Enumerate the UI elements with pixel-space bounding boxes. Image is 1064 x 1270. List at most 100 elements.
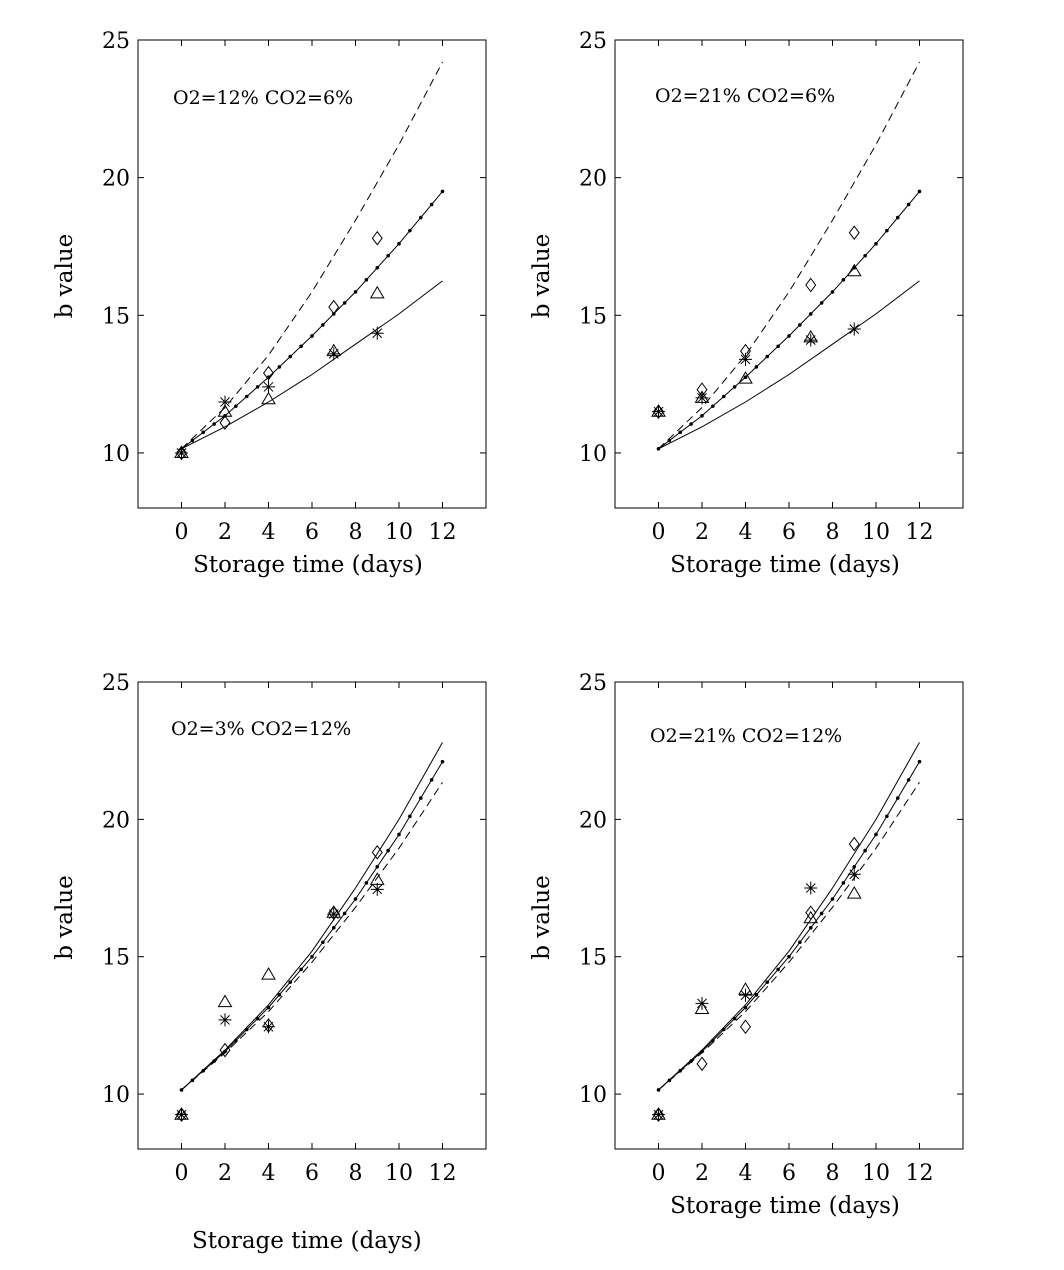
data-point-asterisk bbox=[218, 395, 232, 409]
bottom-xaxis-label: Storage time (days) bbox=[192, 1228, 422, 1254]
plot-frame bbox=[614, 39, 964, 509]
model-line-dot bbox=[234, 404, 238, 408]
model-line-dot bbox=[743, 1005, 748, 1010]
data-point-diamond bbox=[219, 415, 231, 430]
condition-annotation: O2=12% CO2=6% bbox=[173, 87, 353, 109]
x-tick-label: 6 bbox=[305, 1161, 319, 1186]
y-tick-label: 25 bbox=[579, 29, 607, 54]
model-line-dot bbox=[765, 980, 770, 984]
model-line-dot bbox=[277, 993, 282, 997]
model-line-dot bbox=[689, 422, 693, 426]
data-point-asterisk bbox=[695, 996, 709, 1010]
model-line-dot bbox=[885, 814, 889, 819]
x-tick-label: 12 bbox=[906, 1161, 934, 1186]
model-line-dot bbox=[321, 940, 325, 945]
model-line-dot bbox=[754, 993, 759, 997]
x-tick-label: 8 bbox=[826, 1161, 840, 1186]
y-axis-label: b value bbox=[52, 234, 78, 319]
x-axis-label: Storage time (days) bbox=[193, 552, 423, 578]
model-line-dot bbox=[201, 430, 206, 435]
model-line-dot bbox=[776, 344, 780, 349]
data-point-asterisk bbox=[370, 882, 384, 896]
model-line-dot bbox=[408, 228, 412, 233]
data-point-diamond bbox=[219, 1042, 231, 1058]
data-point-diamond bbox=[740, 1019, 751, 1035]
model-line-dotted bbox=[658, 191, 920, 450]
model-line-dot bbox=[321, 323, 325, 327]
x-tick-label: 6 bbox=[305, 520, 319, 545]
model-line-dot bbox=[776, 967, 780, 972]
data-point-asterisk bbox=[175, 446, 188, 460]
model-line-dot bbox=[895, 215, 900, 220]
y-tick-label: 15 bbox=[102, 946, 130, 971]
model-line-dot bbox=[212, 422, 216, 426]
data-point-asterisk bbox=[804, 881, 818, 895]
data-point-diamond bbox=[696, 1056, 708, 1072]
data-point-triangle bbox=[261, 967, 276, 980]
y-axis-label: b value bbox=[52, 875, 78, 960]
model-line-solid bbox=[658, 742, 920, 1091]
model-line-dot bbox=[732, 385, 737, 389]
model-line-dot bbox=[787, 954, 791, 959]
x-tick-label: 10 bbox=[385, 1161, 413, 1186]
chart-panel-3: 10 15 20 25 0 2 4 6 8 10 12 b value O2=3% CO2=12% bbox=[52, 671, 487, 1186]
condition-annotation: O2=21% CO2=6% bbox=[655, 85, 835, 107]
model-line-dashed bbox=[658, 782, 920, 1091]
model-line-dot bbox=[798, 323, 802, 327]
x-tick-label: 12 bbox=[906, 520, 934, 545]
data-point-triangle bbox=[694, 1001, 710, 1014]
y-tick-label: 10 bbox=[102, 1083, 130, 1108]
data-point-triangle bbox=[846, 886, 862, 899]
model-line-dot bbox=[721, 1027, 726, 1032]
data-point-diamond bbox=[848, 836, 860, 852]
model-line-dot bbox=[331, 926, 336, 930]
x-tick-label: 0 bbox=[652, 520, 666, 545]
y-tick-label: 15 bbox=[579, 946, 607, 971]
model-line-dot bbox=[754, 365, 759, 369]
model-line-dot bbox=[418, 796, 423, 800]
y-tick-label: 10 bbox=[579, 442, 607, 467]
model-line-dot bbox=[299, 344, 303, 349]
x-tick-label: 0 bbox=[175, 1161, 189, 1186]
model-line-dot bbox=[429, 202, 434, 207]
model-line-dot bbox=[885, 228, 889, 233]
y-tick-label: 25 bbox=[102, 671, 130, 696]
plot-frame bbox=[137, 39, 487, 509]
y-tick-label: 15 bbox=[579, 304, 607, 329]
data-point-triangle bbox=[369, 285, 385, 299]
model-line-dot bbox=[288, 354, 293, 359]
model-line-dot bbox=[288, 980, 293, 984]
x-tick-label: 8 bbox=[349, 520, 363, 545]
model-line-dot bbox=[743, 375, 748, 380]
model-line-dot bbox=[863, 848, 867, 853]
x-tick-label: 4 bbox=[739, 520, 753, 545]
model-line-dot bbox=[386, 848, 390, 853]
data-point-triangle bbox=[217, 994, 233, 1008]
y-tick-label: 20 bbox=[102, 808, 130, 833]
y-tick-label: 25 bbox=[579, 671, 607, 696]
model-line-dot bbox=[917, 189, 922, 194]
data-point-asterisk bbox=[175, 1108, 188, 1122]
x-axis-label: Storage time (days) bbox=[670, 1193, 900, 1219]
model-line-dot bbox=[841, 278, 846, 282]
model-line-dot bbox=[310, 334, 314, 338]
model-line-dot bbox=[255, 1016, 260, 1021]
model-line-dot bbox=[711, 404, 715, 408]
model-line-dot bbox=[874, 241, 878, 246]
y-tick-label: 10 bbox=[579, 1083, 607, 1108]
data-point-diamond bbox=[263, 365, 274, 381]
x-tick-label: 2 bbox=[695, 1161, 709, 1186]
plot-frame bbox=[614, 681, 964, 1150]
y-tick-label: 20 bbox=[102, 167, 130, 192]
model-line-solid bbox=[658, 280, 920, 450]
model-line-dot bbox=[841, 881, 846, 885]
data-point-asterisk bbox=[695, 391, 709, 405]
data-point-asterisk bbox=[327, 907, 341, 921]
model-line-dot bbox=[234, 1038, 238, 1043]
data-point-asterisk bbox=[847, 322, 861, 336]
model-line-dot bbox=[863, 253, 867, 258]
model-line-dashed bbox=[181, 782, 443, 1091]
